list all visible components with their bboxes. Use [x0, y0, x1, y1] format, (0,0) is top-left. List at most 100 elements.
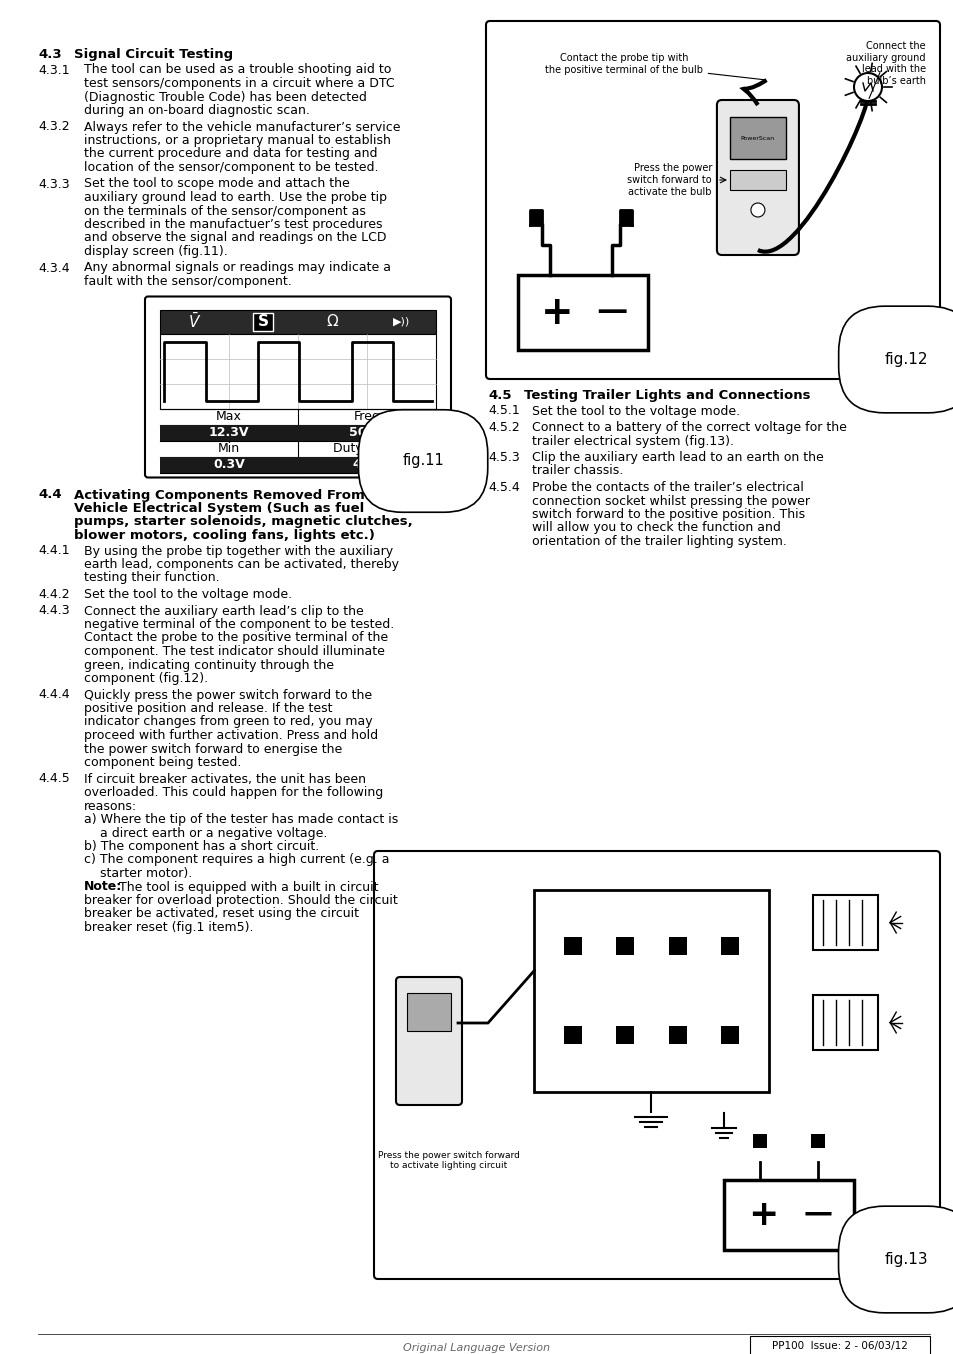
Text: Note:: Note:: [84, 880, 122, 894]
Text: fig.11: fig.11: [402, 454, 443, 468]
Text: Vehicle Electrical System (Such as fuel: Vehicle Electrical System (Such as fuel: [74, 502, 364, 515]
Bar: [563, 1026, 581, 1044]
Text: 4.3.3: 4.3.3: [38, 177, 70, 191]
Text: Original Language Version: Original Language Version: [403, 1343, 550, 1353]
Text: proceed with further activation. Press and hold: proceed with further activation. Press a…: [84, 728, 377, 742]
FancyBboxPatch shape: [395, 978, 461, 1105]
Text: Set the tool to scope mode and attach the: Set the tool to scope mode and attach th…: [84, 177, 350, 191]
FancyBboxPatch shape: [374, 852, 939, 1280]
Bar: [668, 1026, 686, 1044]
Text: breaker reset (fig.1 item5).: breaker reset (fig.1 item5).: [84, 921, 253, 934]
Text: indicator changes from green to red, you may: indicator changes from green to red, you…: [84, 715, 373, 728]
Circle shape: [853, 73, 882, 102]
Text: $\bar{V}$: $\bar{V}$: [188, 311, 201, 332]
Text: 4.3.4: 4.3.4: [38, 261, 70, 275]
Text: 4.5: 4.5: [488, 389, 511, 402]
Text: component being tested.: component being tested.: [84, 756, 241, 769]
Text: c) The component requires a high current (e.g. a: c) The component requires a high current…: [84, 853, 389, 867]
Text: (Diagnostic Trouble Code) has been detected: (Diagnostic Trouble Code) has been detec…: [84, 91, 367, 103]
Bar: [720, 1026, 739, 1044]
Bar: [297, 456, 436, 473]
Text: a direct earth or a negative voltage.: a direct earth or a negative voltage.: [100, 826, 327, 839]
Text: starter motor).: starter motor).: [100, 867, 193, 880]
Bar: [753, 1135, 766, 1148]
Text: Set the tool to the voltage mode.: Set the tool to the voltage mode.: [84, 588, 292, 601]
Text: reasons:: reasons:: [84, 799, 137, 812]
Text: pumps, starter solenoids, magnetic clutches,: pumps, starter solenoids, magnetic clutc…: [74, 516, 413, 528]
FancyBboxPatch shape: [145, 297, 451, 478]
Text: 4.5.3: 4.5.3: [488, 451, 519, 464]
Bar: [160, 333, 436, 409]
Text: 4.5.4: 4.5.4: [488, 481, 519, 494]
Bar: [160, 425, 297, 440]
Text: b) The component has a short circuit.: b) The component has a short circuit.: [84, 839, 319, 853]
Text: Probe the contacts of the trailer’s electrical: Probe the contacts of the trailer’s elec…: [532, 481, 803, 494]
FancyBboxPatch shape: [485, 22, 939, 379]
Text: fig.13: fig.13: [883, 1252, 927, 1267]
Text: 4.5.1: 4.5.1: [488, 405, 519, 417]
Text: Contact the probe tip with
the positive terminal of the bulb: Contact the probe tip with the positive …: [544, 53, 763, 80]
Text: Quickly press the power switch forward to the: Quickly press the power switch forward t…: [84, 688, 372, 701]
Text: connection socket whilst pressing the power: connection socket whilst pressing the po…: [532, 494, 809, 508]
Text: earth lead, components can be activated, thereby: earth lead, components can be activated,…: [84, 558, 398, 571]
Bar: [297, 425, 436, 440]
Bar: [749, 1336, 929, 1354]
Text: location of the sensor/component to be tested.: location of the sensor/component to be t…: [84, 161, 378, 175]
Text: PowerScan: PowerScan: [740, 135, 774, 141]
Text: the power switch forward to energise the: the power switch forward to energise the: [84, 742, 342, 756]
Text: breaker for overload protection. Should the circuit: breaker for overload protection. Should …: [84, 894, 397, 907]
Text: fig.12: fig.12: [883, 352, 927, 367]
Text: Max: Max: [215, 410, 242, 422]
Text: trailer chassis.: trailer chassis.: [532, 464, 622, 478]
Text: Signal Circuit Testing: Signal Circuit Testing: [74, 47, 233, 61]
Text: overloaded. This could happen for the following: overloaded. This could happen for the fo…: [84, 787, 383, 799]
Polygon shape: [618, 210, 631, 225]
Text: a) Where the tip of the tester has made contact is: a) Where the tip of the tester has made …: [84, 812, 397, 826]
Text: fault with the sensor/component.: fault with the sensor/component.: [84, 275, 292, 288]
Text: +: +: [540, 294, 573, 332]
Text: and observe the signal and readings on the LCD: and observe the signal and readings on t…: [84, 232, 386, 245]
Text: Freq: Freq: [354, 410, 380, 422]
Text: negative terminal of the component to be tested.: negative terminal of the component to be…: [84, 617, 394, 631]
Text: PP100  Issue: 2 - 06/03/12: PP100 Issue: 2 - 06/03/12: [771, 1340, 907, 1351]
Text: ▶)): ▶)): [393, 317, 410, 326]
Text: −: −: [593, 291, 630, 334]
Text: 0.3V: 0.3V: [213, 458, 245, 471]
Text: Min: Min: [217, 441, 240, 455]
Text: instructions, or a proprietary manual to establish: instructions, or a proprietary manual to…: [84, 134, 391, 148]
Text: testing their function.: testing their function.: [84, 571, 219, 585]
Text: Any abnormal signals or readings may indicate a: Any abnormal signals or readings may ind…: [84, 261, 391, 275]
Bar: [810, 1135, 823, 1148]
Text: described in the manufactuer’s test procedures: described in the manufactuer’s test proc…: [84, 218, 382, 232]
Text: test sensors/components in a circuit where a DTC: test sensors/components in a circuit whe…: [84, 77, 395, 89]
Bar: [160, 456, 297, 473]
Text: will allow you to check the function and: will allow you to check the function and: [532, 521, 781, 535]
Circle shape: [750, 203, 764, 217]
Text: on the terminals of the sensor/component as: on the terminals of the sensor/component…: [84, 204, 366, 218]
Bar: [812, 895, 878, 951]
Bar: [729, 116, 785, 158]
Text: 12.3V: 12.3V: [209, 427, 249, 439]
Text: the current procedure and data for testing and: the current procedure and data for testi…: [84, 148, 377, 161]
Text: component. The test indicator should illuminate: component. The test indicator should ill…: [84, 645, 384, 658]
Text: Clip the auxiliary earth lead to an earth on the: Clip the auxiliary earth lead to an eart…: [532, 451, 822, 464]
Text: Set the tool to the voltage mode.: Set the tool to the voltage mode.: [532, 405, 740, 417]
Text: 4.4.1: 4.4.1: [38, 544, 70, 558]
Text: 4.4.4: 4.4.4: [38, 688, 70, 701]
Text: component (fig.12).: component (fig.12).: [84, 672, 208, 685]
Text: Testing Trailer Lights and Connections: Testing Trailer Lights and Connections: [523, 389, 810, 402]
Text: 4.4.5: 4.4.5: [38, 773, 70, 785]
Text: trailer electrical system (fig.13).: trailer electrical system (fig.13).: [532, 435, 733, 448]
Bar: [616, 937, 634, 956]
Bar: [563, 937, 581, 956]
Text: breaker be activated, reset using the circuit: breaker be activated, reset using the ci…: [84, 907, 358, 921]
Bar: [517, 275, 647, 349]
Text: 4.4: 4.4: [38, 489, 62, 501]
Text: orientation of the trailer lighting system.: orientation of the trailer lighting syst…: [532, 535, 786, 548]
Text: display screen (fig.11).: display screen (fig.11).: [84, 245, 228, 259]
Text: Connect the
auxiliary ground
lead with the
bulb’s earth: Connect the auxiliary ground lead with t…: [845, 41, 925, 85]
Text: green, indicating continuity through the: green, indicating continuity through the: [84, 658, 334, 672]
Text: If circuit breaker activates, the unit has been: If circuit breaker activates, the unit h…: [84, 773, 366, 785]
Text: The tool can be used as a trouble shooting aid to: The tool can be used as a trouble shooti…: [84, 64, 391, 76]
Text: Connect the auxiliary earth lead’s clip to the: Connect the auxiliary earth lead’s clip …: [84, 604, 363, 617]
